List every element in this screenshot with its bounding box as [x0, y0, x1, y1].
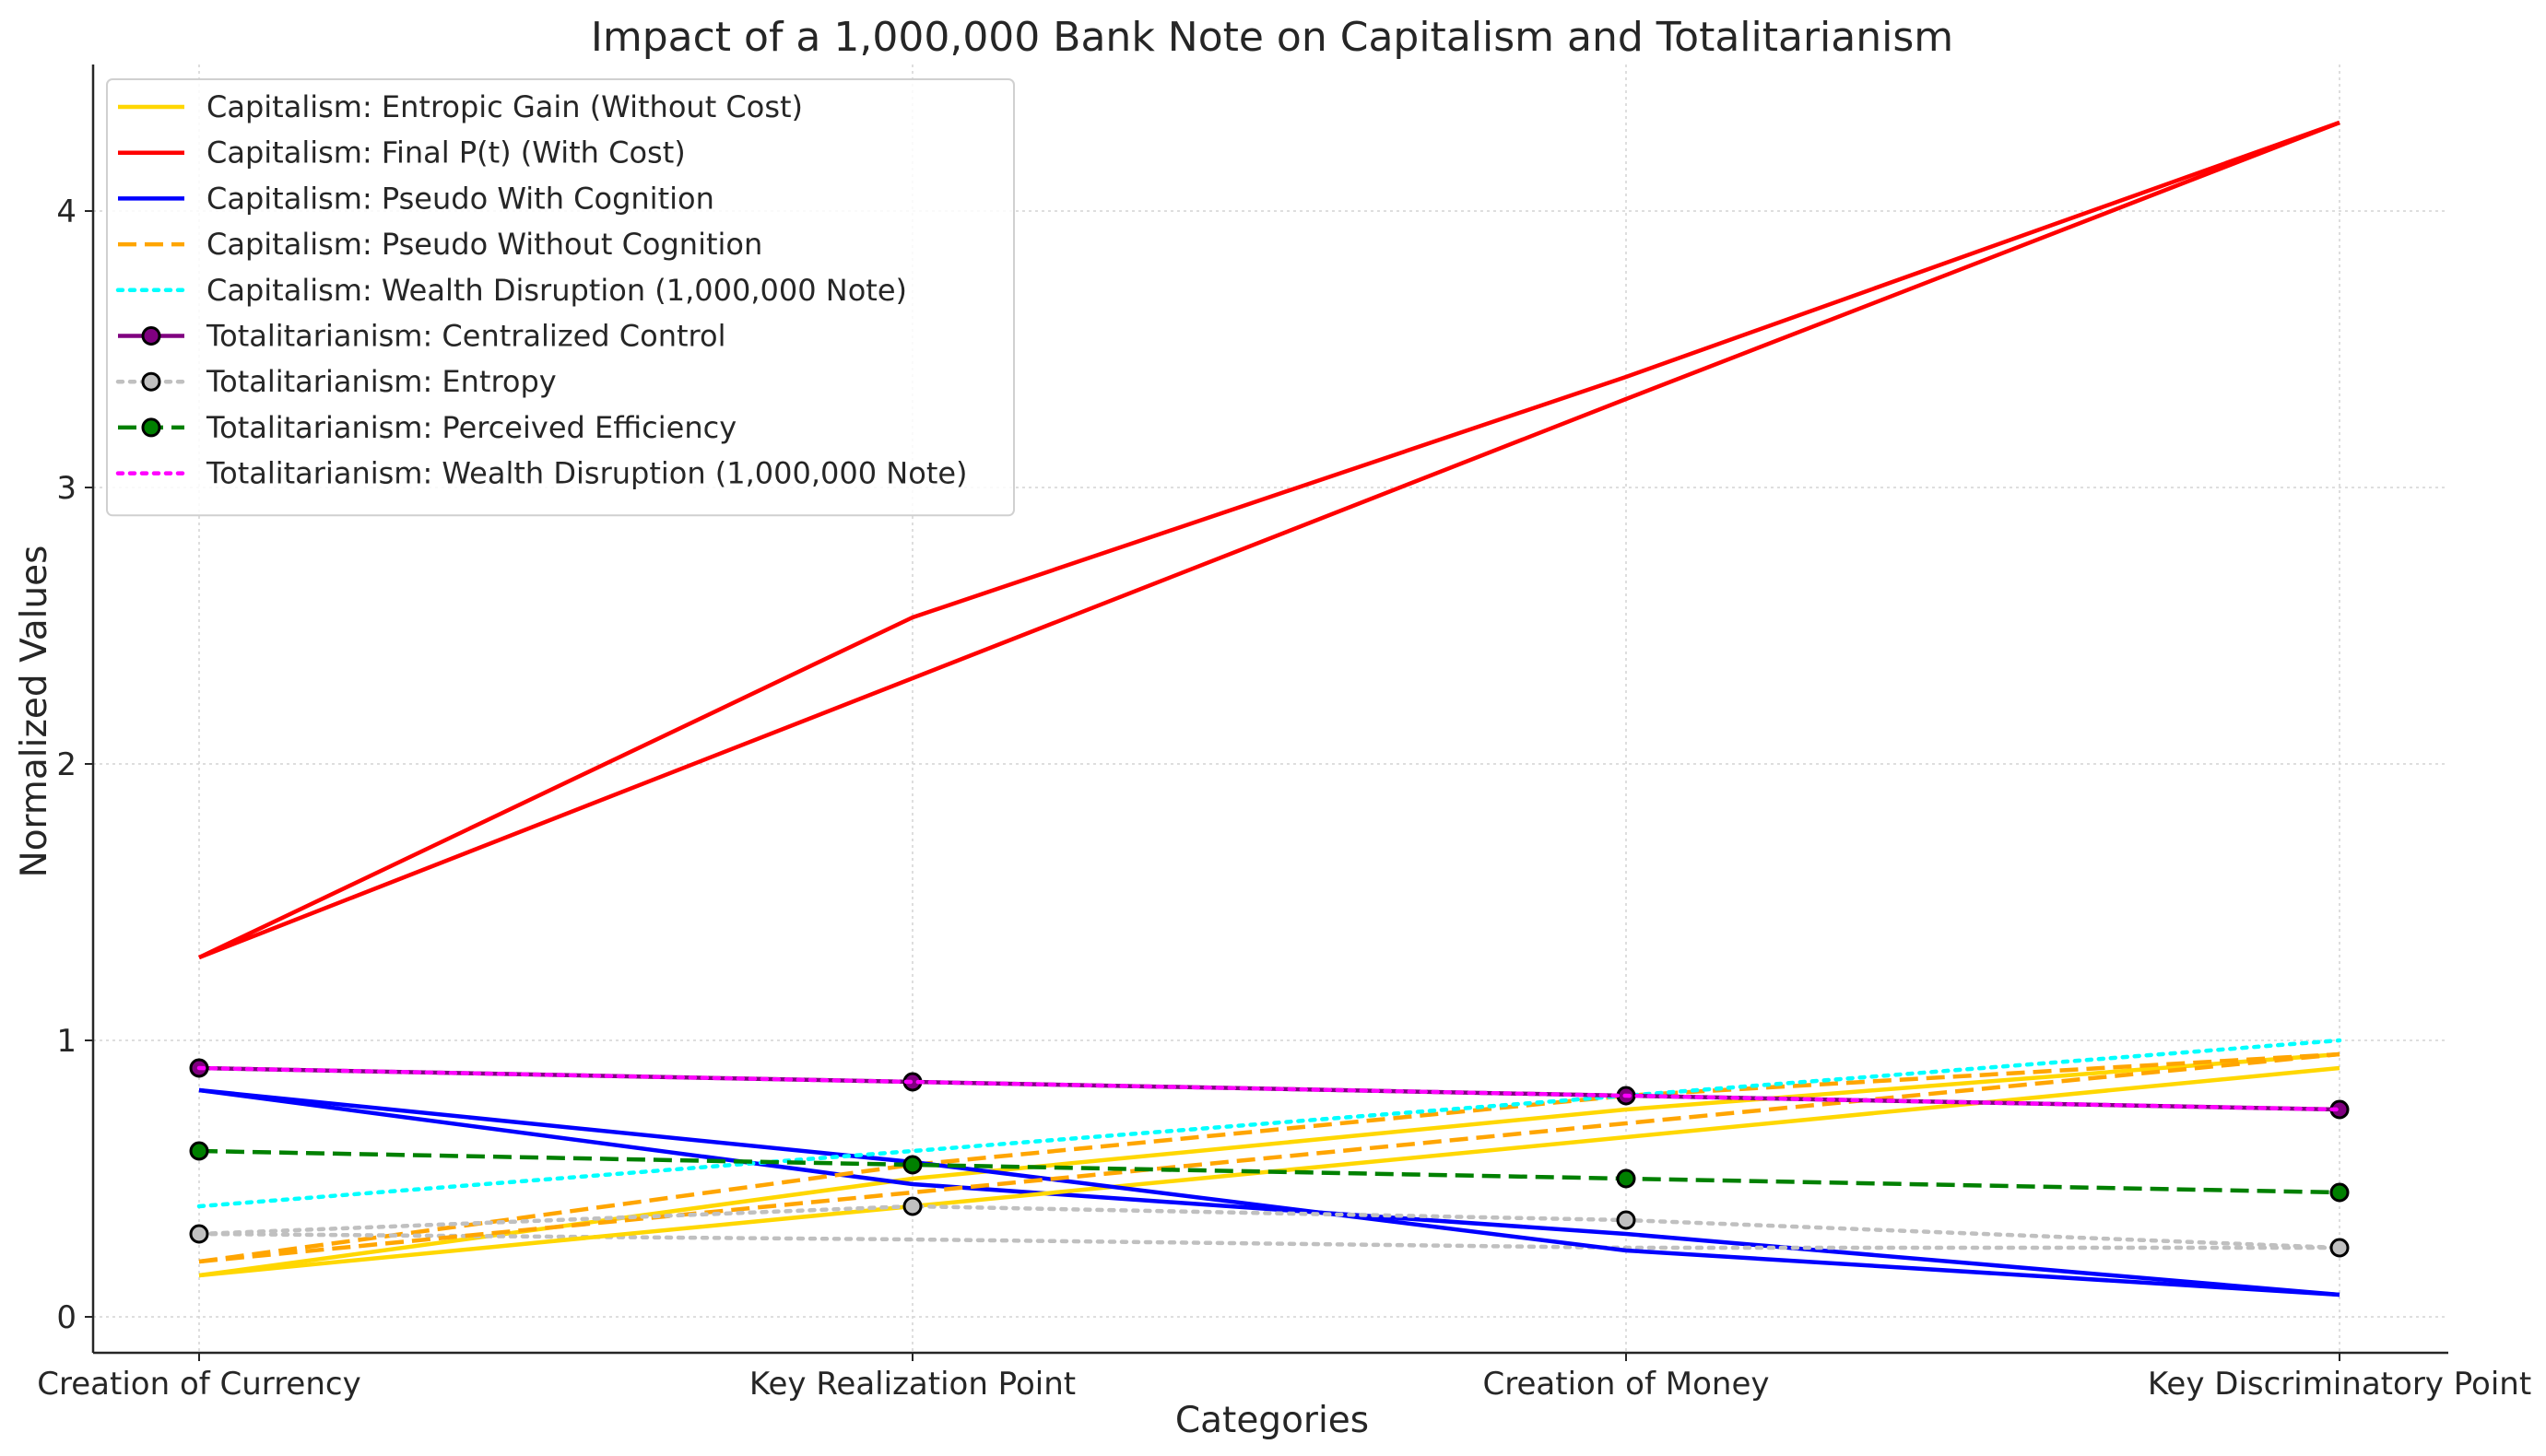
y-tick-label: 4	[56, 194, 77, 230]
series-line-6-point	[2329, 1238, 2350, 1258]
legend-label: Totalitarianism: Entropy	[206, 364, 557, 399]
legend-label: Capitalism: Entropic Gain (Without Cost)	[206, 89, 803, 124]
legend-label: Totalitarianism: Perceived Efficiency	[206, 410, 737, 445]
x-tick-label: Creation of Currency	[37, 1366, 360, 1403]
series-line-4	[196, 1038, 2342, 1209]
y-tick-label: 3	[56, 470, 77, 507]
x-tick-labels: Creation of Currency Key Realization Poin…	[37, 1366, 2531, 1403]
series-line-7-point	[189, 1141, 209, 1161]
legend-marker	[141, 326, 161, 346]
series-line-6-point	[902, 1196, 923, 1216]
overlay-series-1	[198, 120, 2340, 960]
legend-label: Totalitarianism: Centralized Control	[206, 319, 725, 354]
series-line-7-point	[1616, 1168, 1636, 1189]
overlay-series-2	[198, 1087, 2340, 1297]
series-line-7-point	[902, 1155, 923, 1175]
x-tick-label: Key Discriminatory Point	[2148, 1366, 2531, 1403]
legend-label: Capitalism: Pseudo Without Cognition	[206, 227, 762, 262]
axes	[85, 65, 2448, 1361]
series-line-3	[198, 1051, 2340, 1264]
legend-marker	[141, 417, 161, 438]
y-tick-label: 1	[56, 1023, 77, 1060]
x-axis-label: Categories	[1175, 1400, 1369, 1441]
overlay-series-4	[196, 1231, 2342, 1251]
legend: Capitalism: Entropic Gain (Without Cost)…	[106, 78, 1015, 517]
series-line-7	[198, 1148, 2340, 1195]
series-line-8	[196, 1065, 2342, 1112]
overlay-series-3	[198, 1051, 2340, 1264]
series-line-6	[196, 1204, 2342, 1251]
y-tick-label: 2	[56, 746, 77, 783]
x-tick-label: Creation of Money	[1483, 1366, 1770, 1403]
legend-label: Capitalism: Final P(t) (With Cost)	[206, 135, 686, 170]
y-tick-labels: 0 1 2 3 4	[56, 194, 77, 1336]
y-tick-label: 0	[56, 1299, 77, 1336]
series-line-6-point	[1616, 1210, 1636, 1230]
legend-label: Capitalism: Wealth Disruption (1,000,000…	[206, 273, 907, 308]
x-tick-label: Key Realization Point	[749, 1366, 1076, 1403]
legend-marker	[141, 371, 161, 392]
series-lines	[189, 120, 2350, 1297]
legend-box	[106, 78, 1015, 517]
chart-title: Impact of a 1,000,000 Bank Note on Capit…	[591, 14, 1953, 61]
series-line-2	[198, 1087, 2340, 1297]
legend-label: Totalitarianism: Wealth Disruption (1,00…	[206, 456, 968, 491]
legend-label: Capitalism: Pseudo With Cognition	[206, 181, 714, 216]
series-line-6-point	[189, 1224, 209, 1244]
series-line-7-point	[2329, 1182, 2350, 1203]
y-axis-label: Normalized Values	[14, 546, 55, 878]
series-line-1	[198, 120, 2340, 960]
